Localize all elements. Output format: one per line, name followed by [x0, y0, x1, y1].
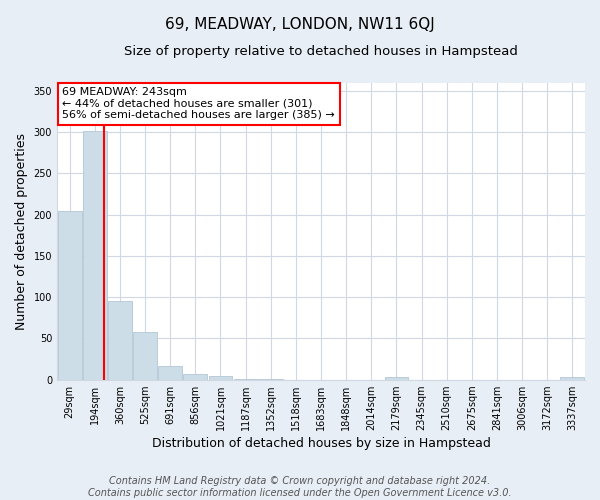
Bar — [233, 378, 257, 380]
Y-axis label: Number of detached properties: Number of detached properties — [15, 132, 28, 330]
X-axis label: Distribution of detached houses by size in Hampstead: Distribution of detached houses by size … — [152, 437, 490, 450]
Bar — [184, 374, 207, 380]
Bar — [83, 132, 107, 380]
Text: Contains HM Land Registry data © Crown copyright and database right 2024.
Contai: Contains HM Land Registry data © Crown c… — [88, 476, 512, 498]
Bar — [108, 301, 132, 380]
Text: 69 MEADWAY: 243sqm
← 44% of detached houses are smaller (301)
56% of semi-detach: 69 MEADWAY: 243sqm ← 44% of detached hou… — [62, 87, 335, 120]
Bar — [385, 377, 409, 380]
Bar — [259, 378, 283, 380]
Bar — [133, 332, 157, 380]
Bar — [560, 377, 584, 380]
Bar — [209, 376, 232, 380]
Title: Size of property relative to detached houses in Hampstead: Size of property relative to detached ho… — [124, 45, 518, 58]
Bar — [158, 366, 182, 380]
Bar — [58, 212, 82, 380]
Text: 69, MEADWAY, LONDON, NW11 6QJ: 69, MEADWAY, LONDON, NW11 6QJ — [165, 18, 435, 32]
